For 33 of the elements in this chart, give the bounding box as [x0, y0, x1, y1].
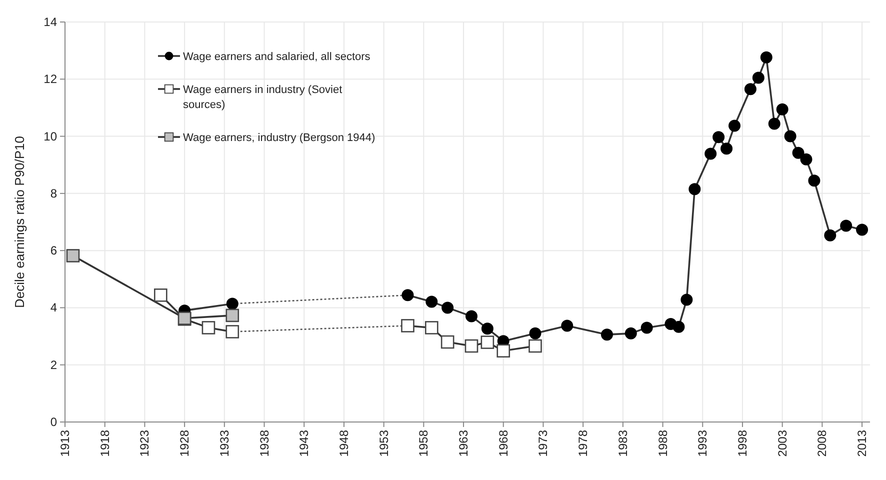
- x-tick-label: 1953: [376, 430, 391, 457]
- x-tick-label: 1973: [536, 430, 550, 457]
- legend-label: Wage earners, industry (Bergson 1944): [183, 132, 376, 144]
- legend-label: Wage earners in industry (Soviet sources): [183, 84, 342, 111]
- y-tick-label: 0: [50, 415, 58, 429]
- y-tick-label: 6: [50, 244, 58, 258]
- x-tick-label: 1943: [297, 430, 312, 457]
- x-tick-label: 1983: [616, 430, 630, 457]
- y-tick-label: 10: [44, 129, 58, 144]
- x-tick-label: 1948: [336, 430, 351, 457]
- x-tick-label: 2003: [775, 430, 790, 457]
- x-tick-label: 1913: [58, 430, 72, 457]
- legend-label: Wage earners and salaried, all sectors: [183, 51, 371, 63]
- x-tick-label: 1968: [496, 430, 510, 457]
- x-tick-label: 1978: [576, 430, 590, 457]
- x-tick-label: 1963: [456, 430, 471, 457]
- y-tick-label: 2: [50, 358, 58, 372]
- x-tick-label: 1938: [257, 430, 272, 457]
- y-axis-title: Decile earnings ratio P90/P10: [12, 136, 27, 308]
- x-tick-label: 2008: [815, 430, 830, 457]
- y-tick-label: 14: [44, 15, 58, 29]
- x-tick-label: 2013: [855, 430, 870, 457]
- x-tick-label: 1933: [217, 430, 232, 457]
- x-tick-label: 1998: [735, 430, 750, 457]
- y-tick-label: 4: [50, 300, 58, 315]
- y-tick-label: 12: [44, 72, 58, 86]
- x-tick-label: 1993: [696, 430, 710, 457]
- y-tick-label: 8: [50, 186, 58, 200]
- x-tick-label: 1988: [656, 430, 670, 457]
- x-tick-label: 1928: [178, 430, 192, 457]
- x-tick-label: 1958: [416, 430, 431, 457]
- x-tick-label: 1918: [98, 430, 112, 457]
- x-tick-label: 1923: [138, 430, 152, 457]
